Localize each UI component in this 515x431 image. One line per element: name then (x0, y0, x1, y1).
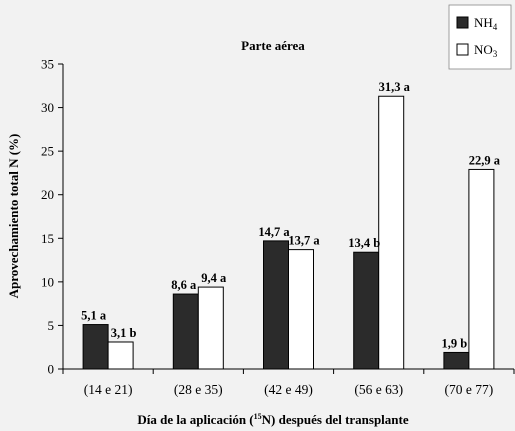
bar-nh4 (82, 324, 109, 370)
bar-nh4 (443, 351, 470, 370)
y-tick-label: 20 (41, 187, 54, 202)
x-tick-label: (70 e 77) (445, 382, 494, 397)
data-label: 13,4 b (348, 236, 380, 250)
legend-swatch-nh4 (456, 16, 469, 29)
y-tick-label: 35 (41, 57, 54, 72)
x-tick-label: (14 e 21) (84, 382, 133, 397)
y-tick-label: 5 (48, 318, 55, 333)
data-label: 5,1 a (81, 309, 107, 323)
x-axis-title: Día de la aplicación (15N) después del t… (137, 412, 408, 427)
x-tick-label: (56 e 63) (354, 382, 403, 397)
bars (82, 95, 495, 370)
y-tick-label: 15 (41, 231, 54, 246)
data-label: 8,6 a (171, 278, 197, 292)
bar-no3 (288, 249, 314, 370)
y-tick-label: 0 (48, 362, 55, 377)
legend-box (448, 4, 512, 70)
bar-no3 (197, 286, 224, 370)
bar-no3 (107, 341, 134, 370)
bar-no3 (468, 168, 495, 370)
bar-nh4 (172, 293, 199, 370)
bar-nh4 (263, 240, 289, 370)
data-label: 31,3 a (379, 80, 411, 94)
x-tick-label: (28 e 35) (174, 382, 223, 397)
bar-no3 (378, 95, 405, 370)
legend-label-no3: NO3 (474, 42, 498, 59)
legend-label-nh4: NH4 (474, 15, 498, 32)
data-label: 14,7 a (258, 225, 290, 239)
y-tick-label: 25 (41, 144, 54, 159)
y-axis: 0 5 10 15 20 25 30 35 (41, 57, 64, 377)
data-labels: 5,1 a 3,1 b 8,6 a 9,4 a 14,7 a13,7 a 13,4 b 31… (81, 80, 501, 350)
data-label: 13,7 a (288, 234, 320, 248)
chart-title: Parte aérea (241, 38, 305, 53)
data-label: 22,9 a (469, 153, 501, 167)
x-axis: (14 e 21) (28 e 35) (42 e 49) (56 e 63) (70 … (62, 368, 515, 397)
y-axis-title: Aprovechamiento total N (%) (6, 134, 21, 299)
y-tick-label: 10 (41, 274, 54, 289)
legend: NH4 NO3 (448, 4, 512, 70)
bar-nh4 (353, 251, 380, 370)
x-tick-label: (42 e 49) (264, 382, 313, 397)
data-label: 1,9 b (442, 336, 468, 350)
data-label: 9,4 a (201, 271, 227, 285)
data-label: 3,1 b (111, 326, 137, 340)
y-tick-label: 30 (41, 100, 54, 115)
legend-swatch-no3 (456, 43, 469, 56)
